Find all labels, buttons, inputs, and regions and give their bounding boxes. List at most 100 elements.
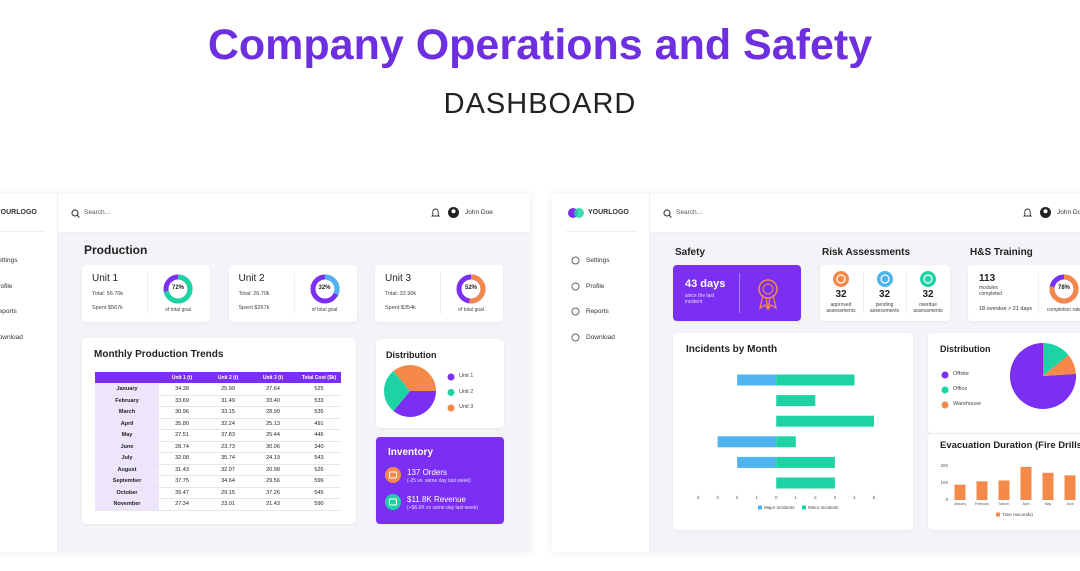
- table-cell: 596: [314, 478, 324, 484]
- menu-item[interactable]: Profile: [586, 282, 605, 290]
- icon-ring: [923, 274, 933, 284]
- month-cell: October: [116, 489, 138, 496]
- donut: [163, 274, 193, 304]
- pie-slice: [1043, 343, 1069, 376]
- legend-swatch: [447, 404, 455, 412]
- legend-label: Time (seconds): [1002, 511, 1033, 517]
- menu-item[interactable]: Profile: [0, 282, 13, 290]
- notification-bell: [1023, 208, 1032, 217]
- menu-item[interactable]: Download: [586, 333, 615, 341]
- safety-card: 43 days since the last incident: [673, 265, 801, 321]
- legend-label: Major Incidents: [764, 504, 795, 510]
- row-divider: [95, 509, 341, 510]
- user-avatar: [1040, 207, 1051, 218]
- table-cell: 37.75: [175, 478, 189, 484]
- card-title: Distribution: [386, 350, 437, 360]
- safety-days: 43 days: [685, 278, 726, 290]
- column-header: Total Cost ($k): [301, 374, 337, 381]
- card-divider: [147, 273, 148, 314]
- inventory-headline: $11.8K Revenue: [407, 495, 467, 504]
- search-box[interactable]: Search...: [84, 209, 111, 216]
- sidebar-divider: [0, 231, 44, 232]
- y-tick-label: 200: [940, 463, 948, 468]
- user-name[interactable]: John Doe: [1057, 209, 1080, 216]
- incident-bar: [776, 456, 835, 468]
- table-cell: 27.34: [175, 501, 189, 507]
- incident-bar: [737, 374, 777, 386]
- donut-arc: [1049, 274, 1079, 304]
- user-name[interactable]: John Doe: [465, 209, 493, 216]
- table-cell: 30.06: [266, 443, 280, 450]
- evacuation-bar: [1020, 466, 1032, 500]
- inventory-icon: [385, 467, 401, 483]
- menu-item[interactable]: Download: [0, 333, 23, 341]
- incidents-card: Incidents by Month 4 3 2 1 0 1 2 3 4 5 Major Incide…: [673, 333, 913, 530]
- table-cell: 535: [314, 409, 324, 415]
- menu-icon: [571, 282, 580, 290]
- logo-text: YOURLOGO: [0, 209, 37, 216]
- ribbon-tails: [759, 294, 777, 311]
- sidebar-divider: [566, 231, 636, 232]
- menu-item[interactable]: Reports: [0, 308, 17, 315]
- evacuation-bar: [998, 480, 1010, 500]
- y-tick-label: 0: [945, 497, 948, 502]
- table-cell: 31.43: [175, 466, 189, 473]
- table-cell: 533: [314, 397, 324, 404]
- menu-item[interactable]: Settings: [0, 257, 18, 264]
- legend-swatch: [447, 389, 455, 396]
- row-divider: [95, 429, 341, 430]
- row-divider: [95, 440, 341, 441]
- x-tick-label: 0: [774, 495, 778, 500]
- card-title: Monthly Production Trends: [94, 349, 224, 360]
- donut-label: 52%: [464, 285, 477, 291]
- x-tick-label: March: [999, 502, 1009, 506]
- incident-bar: [776, 436, 796, 448]
- table-cell: 31.49: [221, 397, 235, 404]
- legend-swatch: [941, 371, 949, 379]
- risk-card: 32 approved assessments 32 pending assessme…: [820, 265, 950, 321]
- x-tick-label: 4: [696, 495, 700, 500]
- donut-caption: of total goal: [458, 307, 484, 313]
- training-modules-label: modules completed: [979, 285, 1003, 297]
- row-divider: [95, 498, 341, 499]
- row-divider: [95, 406, 341, 407]
- incident-bar: [776, 415, 874, 427]
- row-divider: [95, 394, 341, 395]
- table-cell: 446: [314, 432, 324, 438]
- dashboard-panel: YOURLOGO Settings Profile Reports Download Se…: [0, 193, 530, 552]
- menu-item[interactable]: Reports: [586, 308, 609, 315]
- risk-label: overdue assessments: [913, 302, 943, 314]
- y-tick-label: 100: [940, 480, 948, 485]
- sidebar-border: [57, 193, 58, 552]
- x-tick-label: April: [1022, 502, 1030, 506]
- training-overdue: 18 overdue > 21 days: [979, 306, 1033, 312]
- search-box[interactable]: Search...: [676, 209, 703, 216]
- evacuation-bar: [1064, 475, 1076, 500]
- donut-label: 32%: [318, 285, 331, 291]
- x-tick-label: January: [953, 502, 967, 506]
- table-cell: 25.99: [221, 386, 235, 392]
- risk-icon: [876, 271, 893, 287]
- inventory-card: Inventory 137 Orders (-25 vs. same day las…: [376, 437, 504, 524]
- unit-name: Unit 1: [92, 273, 119, 284]
- risk-label: pending assessments: [869, 302, 900, 314]
- month-cell: January: [116, 386, 138, 392]
- evacuation-bar: [976, 481, 988, 500]
- table-cell: 20.98: [266, 466, 280, 473]
- donut-caption: of total goal: [165, 307, 191, 313]
- table-cell: 27.64: [266, 386, 280, 392]
- card-divider: [863, 273, 864, 313]
- x-tick-label: 2: [735, 495, 739, 500]
- card-divider: [440, 273, 441, 314]
- card-title: Inventory: [388, 447, 434, 458]
- donut-caption: of total goal: [311, 307, 338, 313]
- month-cell: July: [121, 455, 133, 461]
- menu-item[interactable]: Settings: [586, 257, 610, 264]
- unit-card: Unit 1 Total: 56.70k Spent $567k 72% of tota…: [82, 265, 210, 322]
- logo-text: YOURLOGO: [588, 209, 629, 216]
- x-tick-label: 4: [853, 495, 856, 500]
- unit-spent: Spent $567k: [92, 305, 123, 311]
- page-title: Company Operations and Safety: [207, 21, 873, 69]
- table-cell: 23.73: [221, 443, 235, 450]
- table-cell: 32.08: [175, 455, 189, 461]
